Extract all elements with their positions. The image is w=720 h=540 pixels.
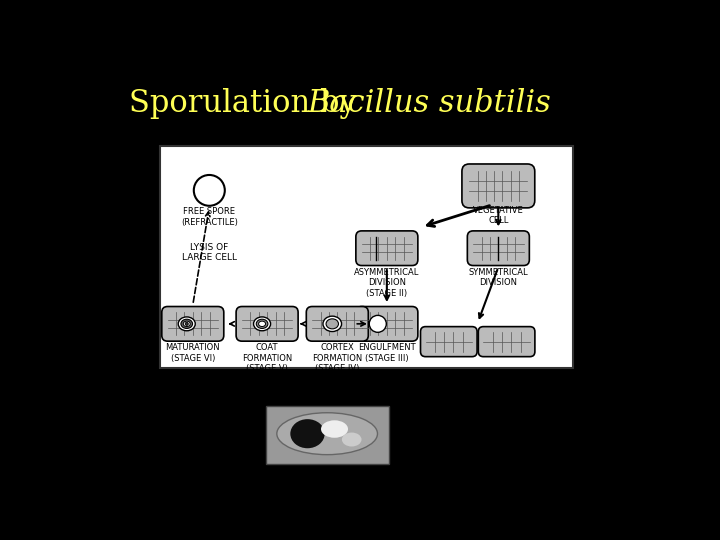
FancyBboxPatch shape [162, 307, 224, 341]
Ellipse shape [179, 317, 195, 331]
FancyBboxPatch shape [306, 307, 369, 341]
Text: VEGETATIVE
CELL: VEGETATIVE CELL [473, 206, 523, 225]
FancyBboxPatch shape [356, 307, 418, 341]
FancyBboxPatch shape [462, 164, 535, 208]
Ellipse shape [326, 319, 338, 329]
Text: MATURATION
(STAGE VI): MATURATION (STAGE VI) [166, 343, 220, 363]
Ellipse shape [256, 319, 268, 328]
Ellipse shape [253, 317, 271, 331]
Ellipse shape [290, 419, 325, 448]
Ellipse shape [181, 319, 192, 328]
Text: LYSIS OF
LARGE CELL: LYSIS OF LARGE CELL [182, 243, 237, 262]
Text: ENGULFMENT
(STAGE III): ENGULFMENT (STAGE III) [358, 343, 415, 363]
Ellipse shape [258, 321, 266, 327]
FancyBboxPatch shape [478, 327, 535, 356]
FancyBboxPatch shape [356, 231, 418, 266]
Text: SYMMETRICAL
DIVISION: SYMMETRICAL DIVISION [469, 268, 528, 287]
Ellipse shape [184, 321, 190, 327]
FancyBboxPatch shape [420, 327, 477, 356]
Ellipse shape [321, 420, 348, 438]
Text: FREE SPORE
(REFRACTILE): FREE SPORE (REFRACTILE) [181, 207, 238, 227]
FancyBboxPatch shape [236, 307, 298, 341]
Text: ASYMMETRICAL
DIVISION
(STAGE II): ASYMMETRICAL DIVISION (STAGE II) [354, 268, 420, 298]
Bar [266, 406, 389, 464]
Circle shape [369, 315, 387, 332]
Bar [160, 146, 572, 368]
FancyBboxPatch shape [467, 231, 529, 266]
Text: COAT
FORMATION
(STAGE V): COAT FORMATION (STAGE V) [242, 343, 292, 373]
Ellipse shape [276, 413, 377, 455]
Ellipse shape [342, 433, 361, 447]
Text: Bacillus subtilis: Bacillus subtilis [307, 88, 551, 119]
Ellipse shape [323, 316, 341, 332]
Text: CORTEX
FORMATION
(STAGE IV): CORTEX FORMATION (STAGE IV) [312, 343, 362, 373]
Text: Sporulation by: Sporulation by [129, 88, 366, 119]
Ellipse shape [185, 322, 189, 326]
Circle shape [194, 175, 225, 206]
